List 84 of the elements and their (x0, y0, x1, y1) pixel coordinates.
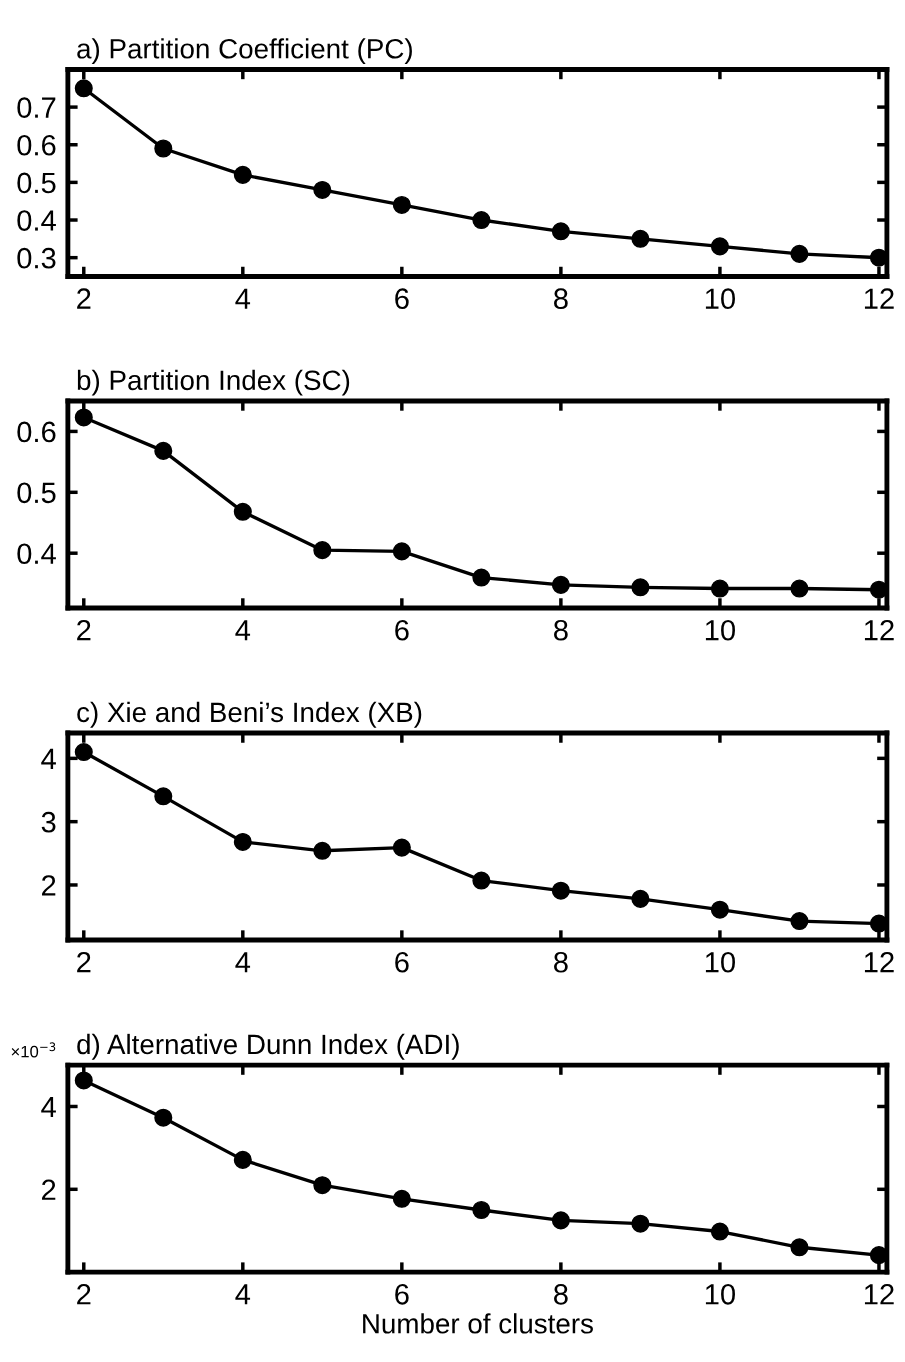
y-tick-label: 0.7 (17, 97, 56, 118)
point (631, 1214, 650, 1233)
y-tick-label: 2 (42, 875, 56, 896)
x-tick-label: 8 (554, 1283, 568, 1305)
point (313, 1176, 332, 1195)
x-axis-title: Number of clusters (363, 1313, 593, 1334)
x-tick-label: 10 (705, 288, 735, 310)
x-tick-label: 6 (395, 619, 409, 641)
x-tick-label: 6 (395, 951, 409, 973)
point (154, 441, 173, 460)
text: ×10$^{−3}$ (11, 1042, 56, 1058)
point (392, 195, 411, 214)
y-tick-label: 2 (42, 1179, 56, 1200)
point (790, 244, 809, 263)
x-tick-label: 2 (77, 619, 91, 641)
point (790, 912, 809, 931)
point (313, 180, 332, 199)
point (472, 1200, 491, 1220)
chart-title: b) Partition Index (SC) (77, 369, 350, 396)
x-tick-label: 6 (395, 1283, 409, 1305)
point (472, 568, 491, 587)
x-tick-label: 2 (77, 951, 91, 973)
x-tick-label: 4 (235, 1284, 251, 1305)
x-tick-label: 8 (554, 619, 568, 641)
point (233, 502, 252, 521)
x-tick-label: 10 (705, 951, 735, 973)
point (154, 139, 173, 158)
x-tick-label: 8 (554, 288, 568, 310)
x-tick-label: 2 (77, 1283, 91, 1305)
chart-title: a) Partition Coefficient (PC) (77, 38, 412, 65)
point (392, 838, 411, 857)
point (154, 1108, 173, 1127)
x-tick-label: 10 (705, 619, 735, 641)
point (869, 248, 887, 267)
chart-title: c) Xie and Beni’s Index (XB) (77, 701, 422, 728)
y-tick-label: 4 (41, 1096, 56, 1118)
point (710, 1222, 729, 1241)
x-tick-label: 12 (864, 619, 894, 641)
point (551, 575, 570, 594)
point (154, 787, 173, 806)
point (74, 79, 93, 98)
x-tick-label: 4 (235, 620, 251, 641)
point (710, 900, 729, 919)
x-tick-label: 4 (235, 288, 251, 309)
x-tick-label: 8 (554, 951, 568, 973)
point (74, 1071, 93, 1090)
point (233, 1150, 252, 1169)
x-tick-label: 10 (705, 1283, 735, 1305)
y-tick-label: 0.6 (17, 421, 56, 443)
point (551, 222, 570, 241)
point (313, 541, 332, 560)
y-tick-label: 0.3 (17, 247, 56, 269)
x-tick-label: 12 (864, 288, 894, 309)
x-tick-label: 12 (864, 1283, 894, 1305)
point (551, 1211, 570, 1230)
point (790, 1238, 809, 1257)
y-tick-label: 0.4 (17, 210, 56, 231)
point (790, 579, 809, 598)
point (710, 237, 729, 256)
x-tick-label: 6 (395, 288, 409, 310)
y-tick-label: 0.5 (17, 172, 56, 194)
point (392, 542, 411, 561)
point (472, 871, 491, 890)
point (631, 229, 650, 248)
x-tick-label: 4 (235, 952, 251, 973)
point (631, 578, 650, 597)
y-tick-label: 4 (41, 748, 56, 769)
chart-title: d) Alternative Dunn Index (ADI) (77, 1033, 459, 1060)
x-tick-label: 12 (864, 951, 894, 973)
point (74, 408, 93, 427)
y-tick-label: 0.4 (17, 543, 56, 565)
y-tick-label: 0.5 (17, 482, 56, 504)
point (551, 881, 570, 900)
y-tick-label: 3 (41, 811, 56, 833)
point (74, 742, 93, 762)
x-tick-label: 2 (77, 288, 91, 309)
point (472, 210, 491, 230)
point (631, 889, 650, 908)
point (392, 1189, 411, 1208)
y-tick-label: 0.6 (17, 134, 56, 156)
point (710, 579, 729, 598)
point (313, 841, 332, 860)
point (233, 832, 252, 851)
point (233, 165, 252, 184)
